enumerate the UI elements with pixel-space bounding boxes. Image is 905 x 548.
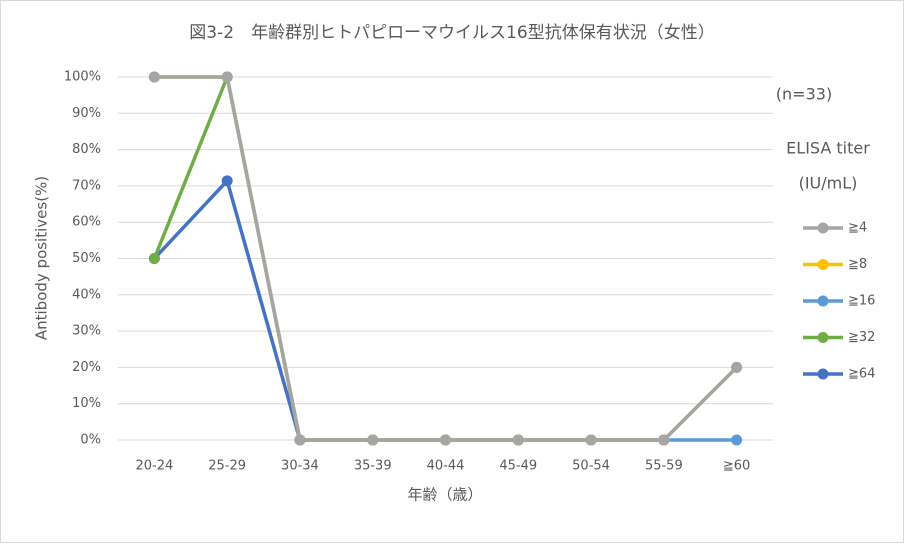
y-tick-label: 40% [72, 287, 101, 302]
y-tick-label: 10% [72, 396, 101, 411]
data-point [512, 434, 524, 446]
x-tick-label: ≧60 [723, 459, 750, 474]
data-point [148, 71, 160, 83]
data-point [367, 434, 379, 446]
y-tick-label: 70% [72, 178, 101, 193]
x-tick-label: 55-59 [645, 459, 683, 474]
legend-marker [817, 222, 829, 234]
legend-marker [817, 259, 829, 270]
legend-marker [817, 368, 829, 380]
data-point [148, 253, 160, 264]
y-tick-label: 100% [64, 70, 101, 85]
x-tick-label: 30-34 [281, 459, 319, 474]
annotation: (IU/mL) [799, 174, 858, 193]
legend-label: ≧64 [848, 367, 875, 382]
y-tick-label: 30% [72, 324, 101, 339]
legend-marker [817, 332, 829, 343]
y-tick-label: 20% [72, 360, 101, 375]
y-tick-label: 0% [80, 433, 101, 448]
data-point [731, 434, 743, 446]
y-tick-label: 60% [72, 215, 101, 230]
x-tick-label: 25-29 [208, 459, 246, 474]
data-point [658, 434, 670, 446]
x-tick-label: 20-24 [135, 459, 173, 474]
legend-label: ≧4 [848, 221, 867, 236]
legend-marker [817, 295, 829, 307]
x-tick-label: 45-49 [499, 459, 537, 474]
data-point [585, 434, 597, 446]
y-tick-label: 90% [72, 106, 101, 121]
annotation: (n=33) [776, 85, 832, 104]
x-tick-label: 35-39 [354, 459, 392, 474]
legend-label: ≧16 [848, 294, 875, 309]
data-point [221, 71, 233, 83]
y-axis-label: Antibody positives(%) [33, 176, 51, 340]
x-tick-label: 40-44 [427, 459, 465, 474]
data-point [731, 361, 743, 373]
data-point [294, 434, 306, 446]
chart-title: 図3-2 年齢群別ヒトパピローマウイルス16型抗体保有状況（女性） [189, 23, 714, 43]
y-tick-label: 80% [72, 142, 101, 157]
data-point [440, 434, 451, 446]
legend-label: ≧32 [848, 330, 875, 345]
data-point [221, 175, 233, 187]
y-tick-label: 50% [72, 251, 101, 266]
legend-label: ≧8 [848, 257, 867, 272]
annotation: ELISA titer [786, 139, 870, 158]
x-axis-label: 年齢（歳） [407, 486, 482, 504]
x-tick-label: 50-54 [572, 459, 610, 474]
